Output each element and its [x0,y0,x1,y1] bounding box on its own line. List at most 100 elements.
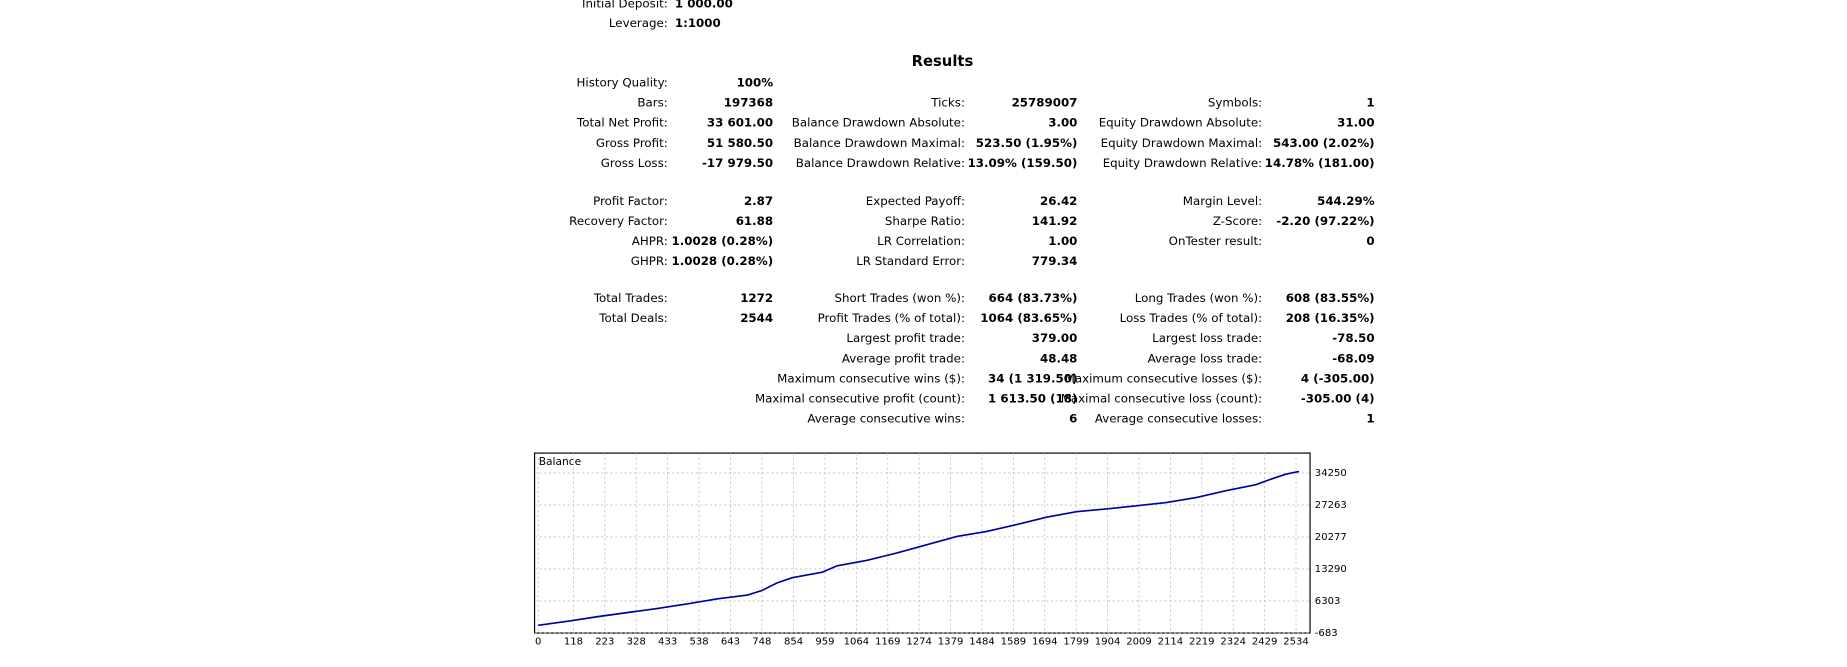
stat-label: Profit Factor: [593,194,668,208]
x-tick-label: 223 [595,636,614,647]
header-label: Leverage: [609,16,668,30]
stat-label: Long Trades (won %): [1135,291,1262,305]
x-tick-label: 2114 [1158,636,1184,647]
stat-value: 13.09% (159.50) [968,156,1078,170]
header-value: 1:1000 [675,16,721,30]
stat-label: Ticks: [930,96,965,110]
x-tick-label: 2534 [1283,636,1309,647]
x-tick-label: 1169 [875,636,901,647]
stat-value: 2.87 [744,194,773,208]
stat-value: 664 (83.73%) [989,291,1078,305]
stat-value: 26.42 [1040,194,1077,208]
stat-label: Maximal consecutive profit (count): [755,391,965,405]
stat-value: 3.00 [1048,116,1077,130]
x-tick-label: 1904 [1095,636,1121,647]
stat-value: 48.48 [1040,351,1077,365]
stat-label: Short Trades (won %): [835,291,965,305]
stat-value: 14.78% (181.00) [1265,156,1375,170]
stat-label: Sharpe Ratio: [885,214,965,228]
stat-label: Recovery Factor: [569,214,668,228]
stat-value: 523.50 (1.95%) [976,136,1078,150]
stat-label: Largest loss trade: [1152,331,1262,345]
stat-value: 34 (1 319.50) [988,371,1077,385]
stat-value: 1 613.50 (18) [988,391,1077,405]
stat-label: AHPR: [632,234,668,248]
stat-value: 379.00 [1032,331,1078,345]
header-label: Initial Deposit: [582,0,668,10]
stat-label: Maximal consecutive loss (count): [1061,391,1262,405]
x-tick-label: 1589 [1001,636,1027,647]
stat-label: Largest profit trade: [846,331,965,345]
x-tick-label: 1799 [1063,636,1089,647]
y-tick-label: 6303 [1315,596,1341,607]
stat-label: Total Trades: [593,291,668,305]
stat-value: 544.29% [1317,194,1375,208]
stat-label: Average consecutive losses: [1095,411,1262,425]
chart-frame [533,452,1311,634]
y-tick-label: -683 [1315,628,1338,639]
x-tick-label: 643 [721,636,740,647]
stat-label: Average consecutive wins: [807,411,965,425]
stat-value: 1.0028 (0.28%) [672,254,774,268]
chart-title: Balance [539,455,581,468]
stat-label: GHPR: [631,254,668,268]
stat-value: 1 [1366,96,1374,110]
stat-label: Equity Drawdown Relative: [1103,156,1262,170]
stat-value: 0 [1366,234,1374,248]
stat-label: Total Net Profit: [576,116,668,130]
stat-value: 1.0028 (0.28%) [672,234,774,248]
stat-value: 33 601.00 [707,116,773,130]
stat-label: Bars: [637,96,667,110]
x-tick-label: 328 [627,636,646,647]
stat-label: Margin Level: [1183,194,1262,208]
x-tick-label: 1484 [969,636,995,647]
stat-label: Expected Payoff: [866,194,965,208]
stat-value: 608 (83.55%) [1286,291,1375,305]
stat-label: LR Standard Error: [856,254,965,268]
x-tick-label: 854 [784,636,803,647]
x-tick-label: 1379 [938,636,964,647]
y-tick-label: 13290 [1315,564,1347,575]
stat-label: LR Correlation: [877,234,965,248]
stat-value: 61.88 [736,214,773,228]
stat-label: Equity Drawdown Absolute: [1099,116,1262,130]
stat-value: 779.34 [1032,254,1078,268]
stat-value: 1064 (83.65%) [980,311,1077,325]
stat-label: Equity Drawdown Maximal: [1101,136,1263,150]
stat-label: OnTester result: [1169,234,1262,248]
x-tick-label: 1064 [844,636,870,647]
y-tick-label: 20277 [1315,532,1347,543]
x-tick-label: 2219 [1189,636,1215,647]
stat-value: -68.09 [1332,351,1374,365]
results-title: Results [912,53,974,70]
header-value: 1 000.00 [675,0,733,10]
stat-value: 141.92 [1032,214,1078,228]
stat-value: 31.00 [1337,116,1374,130]
x-tick-label: 1274 [906,636,932,647]
stat-label: Z-Score: [1213,214,1262,228]
x-tick-label: 959 [815,636,834,647]
stat-value: 2544 [740,311,773,325]
stat-value: -2.20 (97.22%) [1276,214,1374,228]
x-tick-label: 538 [689,636,708,647]
x-tick-label: 1694 [1032,636,1058,647]
x-tick-label: 2429 [1252,636,1278,647]
stat-value: -78.50 [1332,331,1374,345]
stat-label: Gross Loss: [601,156,668,170]
stat-label: Loss Trades (% of total): [1120,311,1262,325]
balance-line [538,470,1300,627]
stat-value: 25789007 [1012,96,1078,110]
x-tick-label: 433 [658,636,677,647]
stat-label: Balance Drawdown Maximal: [794,136,965,150]
stat-label: Gross Profit: [596,136,668,150]
stat-label: Profit Trades (% of total): [818,311,965,325]
stat-label: Maximum consecutive losses ($): [1065,371,1262,385]
x-tick-label: 0 [535,636,541,647]
y-tick-label: 34250 [1315,468,1347,479]
stat-value: 4 (-305.00) [1301,371,1375,385]
y-tick-label: 27263 [1315,500,1347,511]
stat-label: Balance Drawdown Absolute: [792,116,965,130]
x-tick-label: 118 [564,636,583,647]
